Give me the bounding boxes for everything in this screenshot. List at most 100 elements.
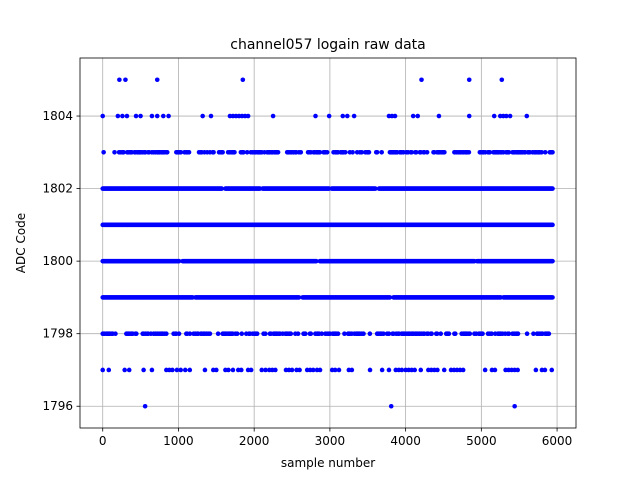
data-point xyxy=(342,331,347,336)
data-point xyxy=(176,331,182,336)
data-point xyxy=(263,331,268,336)
y-axis-label: ADC Code xyxy=(14,213,28,273)
data-point xyxy=(550,186,555,191)
data-point xyxy=(275,150,281,155)
y-tick-label: 1802 xyxy=(42,182,73,196)
data-point xyxy=(446,331,452,336)
data-point xyxy=(220,150,225,155)
data-point xyxy=(215,331,221,336)
data-point xyxy=(343,150,348,155)
data-point xyxy=(550,258,555,264)
data-point xyxy=(121,150,126,155)
data-point xyxy=(295,331,301,336)
data-point xyxy=(419,77,424,83)
data-point xyxy=(550,222,555,228)
plot-frame xyxy=(79,57,577,429)
data-point xyxy=(335,331,341,336)
x-tick-label: 1000 xyxy=(163,434,194,448)
data-point xyxy=(263,367,268,373)
data-point xyxy=(310,367,316,373)
data-point xyxy=(429,331,434,336)
data-point xyxy=(100,367,106,373)
data-point xyxy=(466,77,472,83)
data-point xyxy=(232,150,237,155)
data-point xyxy=(141,367,146,373)
data-point xyxy=(466,113,472,119)
data-point xyxy=(351,113,357,119)
data-point xyxy=(207,331,213,336)
data-point xyxy=(149,113,155,119)
data-point xyxy=(101,150,106,155)
data-point xyxy=(115,113,121,119)
data-point xyxy=(113,331,118,336)
data-point xyxy=(410,113,416,119)
data-point xyxy=(361,331,366,336)
data-point xyxy=(154,113,160,119)
data-point xyxy=(367,367,373,373)
data-point xyxy=(413,150,419,155)
plot-area-background xyxy=(80,58,576,428)
data-point xyxy=(122,367,127,373)
data-point xyxy=(499,77,505,83)
data-point xyxy=(259,367,265,373)
data-point xyxy=(326,113,332,119)
data-points xyxy=(100,77,555,409)
data-point xyxy=(480,331,485,336)
data-point xyxy=(211,150,216,155)
data-point xyxy=(388,403,394,409)
data-point xyxy=(366,150,372,155)
data-point xyxy=(392,113,398,119)
data-point xyxy=(219,186,225,191)
data-point xyxy=(524,113,530,119)
data-point xyxy=(549,367,555,373)
data-point xyxy=(238,367,244,373)
data-point xyxy=(123,77,128,83)
data-point xyxy=(154,77,160,83)
x-tick-label: 6000 xyxy=(542,434,573,448)
data-point xyxy=(345,113,350,119)
data-point xyxy=(386,331,392,336)
data-point xyxy=(438,331,444,336)
data-point xyxy=(273,367,278,373)
data-point xyxy=(515,331,521,336)
data-point xyxy=(539,150,544,155)
data-point xyxy=(296,295,302,300)
data-point xyxy=(324,150,330,155)
data-point xyxy=(434,331,440,336)
data-point xyxy=(100,113,106,119)
data-point xyxy=(387,295,393,300)
data-point xyxy=(234,331,240,336)
data-point xyxy=(186,150,192,155)
data-point xyxy=(317,150,323,155)
y-tick-label: 1796 xyxy=(42,399,73,413)
y-tick-label: 1798 xyxy=(42,327,73,341)
data-point xyxy=(142,403,148,409)
data-point xyxy=(399,367,405,373)
data-point xyxy=(466,150,472,155)
data-point xyxy=(491,113,497,119)
y-tick-label: 1800 xyxy=(42,254,73,268)
data-point xyxy=(550,150,555,155)
data-point xyxy=(542,150,548,155)
data-point xyxy=(515,367,520,373)
data-point xyxy=(178,367,184,373)
y-tick-label: 1804 xyxy=(42,109,73,123)
data-point xyxy=(176,258,182,264)
data-point xyxy=(164,331,169,336)
data-point xyxy=(441,367,447,373)
data-point xyxy=(187,367,193,373)
data-point xyxy=(504,113,509,119)
data-point xyxy=(512,403,517,409)
data-point xyxy=(546,331,552,336)
data-point xyxy=(415,113,421,119)
data-point xyxy=(317,367,323,373)
data-point xyxy=(507,113,513,119)
data-point xyxy=(424,150,430,155)
data-point xyxy=(340,113,346,119)
data-point xyxy=(332,367,338,373)
data-point xyxy=(359,150,365,155)
data-point xyxy=(106,367,112,373)
data-point xyxy=(117,77,122,83)
data-point xyxy=(298,150,304,155)
